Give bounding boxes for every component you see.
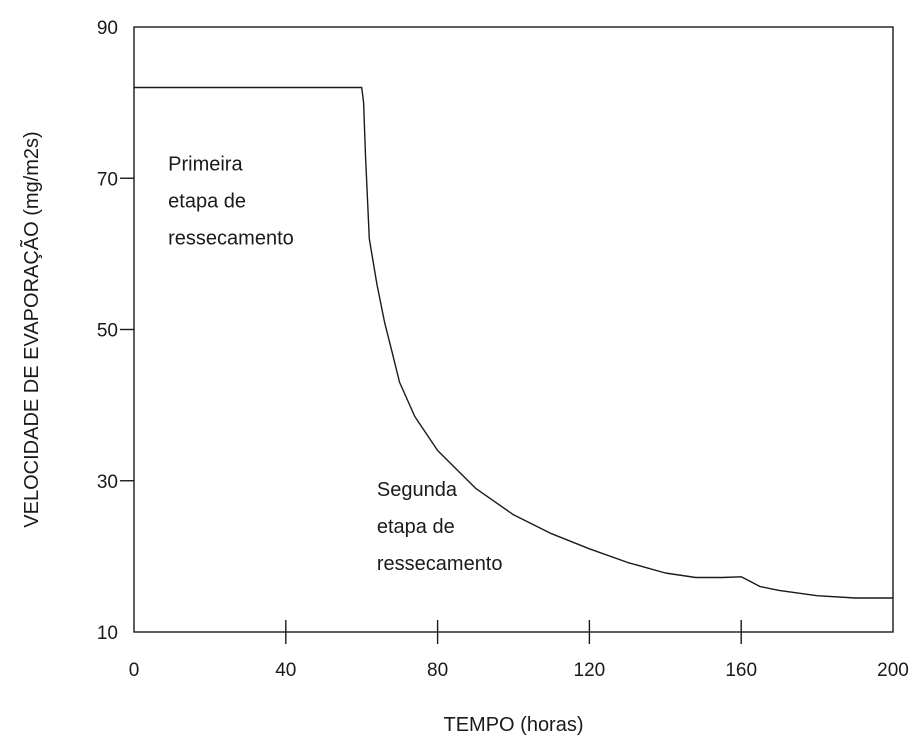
y-tick-label: 10 [97,623,118,644]
y-tick-label: 50 [97,321,118,342]
x-tick-label: 200 [877,660,909,681]
series-line-0 [134,86,893,599]
x-tick-label: 40 [275,660,296,681]
annotation-line: Primeira [168,154,243,176]
annotation-line: ressecamento [377,553,503,575]
plot-frame [133,26,894,633]
y-tick-label: 70 [97,169,118,190]
x-tick-label: 80 [427,660,448,681]
annotation-1: Segunda etapa de ressecamento [377,479,503,575]
annotation-line: Segunda [377,479,458,501]
annotation-line: etapa de [168,191,246,213]
x-tick-label: 120 [574,660,606,681]
annotation-0: Primeira etapa de ressecamento [168,154,294,250]
y-axis-title: VELOCIDADE DE EVAPORAÇÃO (mg/m2s) [19,131,43,527]
y-tick-label: 90 [97,18,118,39]
x-axis-title: TEMPO (horas) [443,714,583,736]
annotation-line: ressecamento [168,228,294,250]
x-tick-label: 160 [725,660,757,681]
annotation-line: etapa de [377,516,455,538]
x-tick-label: 0 [129,660,140,681]
y-tick-label: 30 [97,472,118,493]
